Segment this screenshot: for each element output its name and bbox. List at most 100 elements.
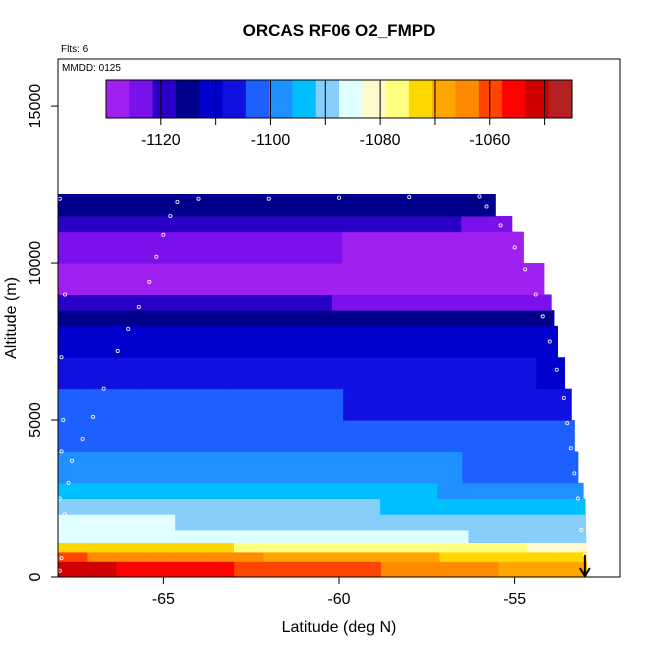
heatmap-cell [165,263,194,295]
heatmap-cell [409,542,440,553]
heatmap-cell [468,551,499,562]
heatmap-cell [204,542,235,553]
colorbar-swatch [199,80,223,118]
heatmap-cell [116,542,147,553]
heatmap-cell [446,325,475,358]
heatmap-cell [146,551,176,562]
track-point [533,292,538,297]
heatmap-cell [108,215,135,233]
heatmap-cell [279,325,309,358]
track-point [161,232,166,237]
heatmap-cell [441,294,470,311]
heatmap-cell [514,388,544,421]
heatmap-cell [172,420,202,452]
heatmap-cell [316,420,346,452]
heatmap-cell [246,263,275,295]
date-note: MMDD: 0125 [62,63,121,74]
heatmap-cell [145,482,176,500]
heatmap-cell [380,514,411,531]
heatmap-cell [390,325,420,358]
heatmap-cell [332,294,360,311]
colorbar-swatch [315,80,340,118]
heatmap-cell [113,310,142,327]
heatmap-cell [367,357,397,390]
heatmap-cell [410,561,441,577]
heatmap-cell [234,561,265,577]
heatmap-cell [198,357,228,390]
track-point [484,204,489,209]
heatmap-cell [335,325,364,358]
heatmap-cell [380,498,410,515]
y-tick-label: 15000 [27,84,44,129]
heatmap-cell [343,388,373,421]
heatmap-cell [260,451,290,484]
heatmap-cell [555,498,586,515]
heatmap-cell [409,498,440,515]
heatmap-cell [204,498,235,515]
heatmap-cell [327,263,356,295]
heatmap-cell [446,193,472,217]
heatmap-cell [469,294,497,311]
heatmap-cell [386,294,415,311]
flights-note: Flts: 6 [61,44,89,55]
heatmap-cell [145,542,176,553]
heatmap-cell [109,231,137,264]
y-axis: 0 5000 10000 15000 [27,84,58,581]
heatmap-cell [204,529,235,543]
y-tick-label: 0 [27,572,44,581]
heatmap-cell [368,231,395,264]
heatmap-cell [263,514,293,531]
heatmap-cell [523,294,552,311]
colorbar-swatch [362,80,387,118]
track-point [80,436,85,441]
heatmap-cell [167,294,196,311]
colorbar-swatch [222,80,247,118]
heatmap-cell [526,498,557,515]
heatmap-cell [263,529,294,543]
heatmap-cell [58,542,88,553]
heatmap-cell [146,561,176,577]
heatmap-cell [375,451,406,484]
heatmap-cell [58,451,88,484]
heatmap-cell [138,263,167,295]
heatmap-cell [130,193,156,217]
heatmap-cell [394,231,421,264]
heatmap-cell [114,357,143,390]
heatmap-cell [273,263,302,295]
heatmap-cell [351,514,381,531]
track-point [61,418,66,423]
heatmap-cell [438,514,469,531]
heatmap-cell [142,357,172,390]
heatmap-cell [116,482,147,500]
heatmap-cell [333,310,362,327]
colorbar-swatch [269,80,293,118]
heatmap-cell [238,231,266,264]
heatmap-cell [234,215,261,233]
x-tick-label: -65 [152,591,175,608]
heatmap-cell [116,551,147,562]
heatmap-cell [529,325,558,358]
heatmap-cell [501,325,531,358]
colorbar-swatch [106,80,130,118]
track-point [266,196,271,201]
heatmap-cell [527,561,558,577]
colorbar-frame [105,79,573,119]
heatmap-cell [435,263,464,295]
heatmap-cell [158,215,185,233]
heatmap-cell [320,482,351,500]
y-tick-label: 10000 [27,241,44,286]
heatmap-cell [437,482,467,500]
heatmap-cell [145,498,176,515]
heatmap-cell [378,482,409,500]
heatmap-cell [87,482,117,500]
heatmap-cell [58,193,83,217]
heatmap-cell [495,482,526,500]
colorbar-swatch [152,80,177,118]
heatmap-cell [58,529,88,543]
heatmap-cell [363,325,392,358]
heatmap-cell [489,263,518,295]
heatmap-cell [360,215,387,233]
colorbar-ticks: -1120 -1100 -1080 -1060 [141,80,546,149]
heatmap-cell [175,542,206,553]
track-point [547,339,552,344]
